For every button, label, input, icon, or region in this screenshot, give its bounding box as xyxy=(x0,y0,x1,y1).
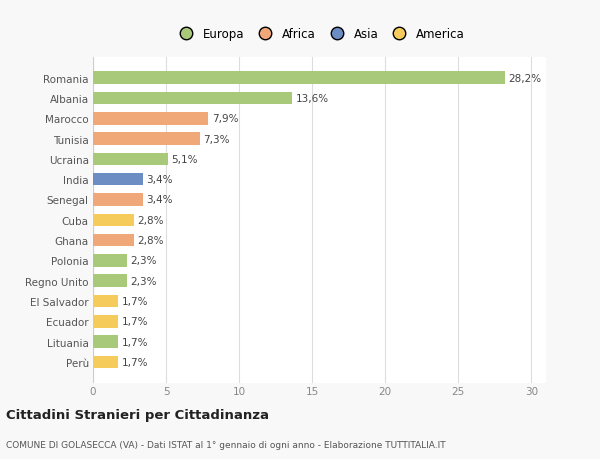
Bar xyxy=(93,133,200,146)
Bar xyxy=(93,275,127,287)
Bar xyxy=(93,113,208,125)
Text: 3,4%: 3,4% xyxy=(146,175,173,185)
Text: 2,3%: 2,3% xyxy=(130,256,157,266)
Text: 2,3%: 2,3% xyxy=(130,276,157,286)
Bar xyxy=(93,194,143,207)
Text: 3,4%: 3,4% xyxy=(146,195,173,205)
Bar xyxy=(93,214,134,227)
Bar xyxy=(93,356,118,369)
Text: 5,1%: 5,1% xyxy=(171,155,197,164)
Text: 2,8%: 2,8% xyxy=(137,215,164,225)
Text: 13,6%: 13,6% xyxy=(295,94,329,104)
Text: 1,7%: 1,7% xyxy=(121,317,148,327)
Legend: Europa, Africa, Asia, America: Europa, Africa, Asia, America xyxy=(171,24,468,44)
Bar xyxy=(93,255,127,267)
Text: 1,7%: 1,7% xyxy=(121,337,148,347)
Text: 2,8%: 2,8% xyxy=(137,235,164,246)
Bar xyxy=(93,295,118,308)
Text: 7,9%: 7,9% xyxy=(212,114,239,124)
Text: 1,7%: 1,7% xyxy=(121,297,148,306)
Bar xyxy=(93,72,505,85)
Bar xyxy=(93,315,118,328)
Text: COMUNE DI GOLASECCA (VA) - Dati ISTAT al 1° gennaio di ogni anno - Elaborazione : COMUNE DI GOLASECCA (VA) - Dati ISTAT al… xyxy=(6,441,446,449)
Bar xyxy=(93,234,134,247)
Text: 1,7%: 1,7% xyxy=(121,357,148,367)
Bar xyxy=(93,92,292,105)
Bar xyxy=(93,336,118,348)
Bar xyxy=(93,153,167,166)
Text: Cittadini Stranieri per Cittadinanza: Cittadini Stranieri per Cittadinanza xyxy=(6,408,269,421)
Text: 28,2%: 28,2% xyxy=(509,73,542,84)
Text: 7,3%: 7,3% xyxy=(203,134,230,144)
Bar xyxy=(93,174,143,186)
